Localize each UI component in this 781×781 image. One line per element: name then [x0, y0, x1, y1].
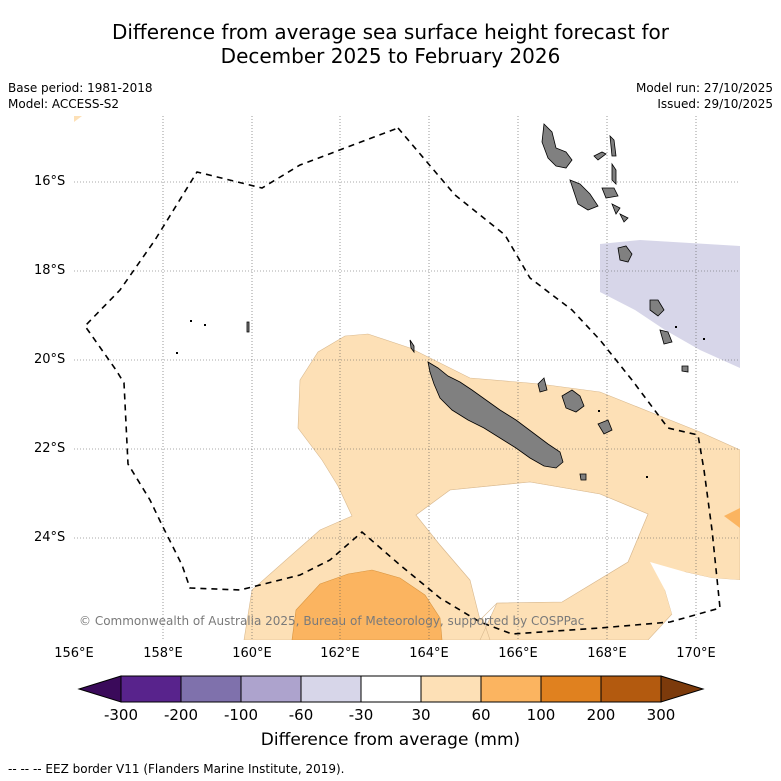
lon-label-170e: 170°E — [676, 646, 716, 661]
colorbar-label-neg300: -300 — [103, 706, 139, 724]
espiritu-santo — [541, 123, 573, 169]
meta-left: Base period: 1981-2018 Model: ACCESS-S2 — [8, 80, 153, 112]
colorbar — [77, 675, 705, 703]
colorbar-label-60: 60 — [471, 706, 491, 724]
lon-label-156e: 156°E — [54, 646, 94, 661]
efate — [617, 245, 633, 263]
base-period: Base period: 1981-2018 — [8, 81, 153, 95]
pentecost — [611, 162, 617, 185]
belep-islands — [409, 339, 415, 354]
title-line-2: December 2025 to February 2026 — [220, 44, 561, 68]
lon-label-166e: 166°E — [498, 646, 538, 661]
loyalty-mare — [597, 419, 613, 435]
colorbar-label-neg30: -30 — [348, 706, 374, 724]
eez-legend: -- -- -- EEZ border V11 (Flanders Marine… — [8, 762, 345, 776]
colorbar-label-100: 100 — [526, 706, 556, 724]
malekula — [569, 179, 599, 211]
lat-label-18s: 18°S — [34, 263, 66, 278]
contour-pos-60 — [291, 569, 443, 640]
contour-hole — [415, 481, 649, 621]
model-name: Model: ACCESS-S2 — [8, 97, 120, 111]
lat-label-22s: 22°S — [34, 441, 66, 456]
model-run: Model run: 27/10/2025 — [635, 81, 773, 95]
colorbar-label-200: 200 — [586, 706, 616, 724]
lon-label-164e: 164°E — [409, 646, 449, 661]
colorbar-extend-high — [660, 675, 705, 703]
colorbar-swatch — [600, 675, 662, 703]
contour-pos-60-east — [724, 508, 740, 528]
lat-label-24s: 24°S — [34, 530, 66, 545]
colorbar-label-300: 300 — [646, 706, 676, 724]
new-caledonia — [427, 361, 564, 469]
colorbar-swatch — [360, 675, 422, 703]
loyalty-lifou — [561, 389, 585, 413]
colorbar-label-neg200: -200 — [163, 706, 199, 724]
ambrym — [601, 187, 619, 199]
tanna — [659, 329, 673, 345]
colorbar-swatch — [420, 675, 482, 703]
lat-label-20s: 20°S — [34, 352, 66, 367]
small-islets — [176, 320, 705, 478]
isle-of-pines — [579, 473, 587, 481]
ambae — [593, 151, 607, 161]
lon-label-168e: 168°E — [587, 646, 627, 661]
colorbar-label-neg60: -60 — [288, 706, 314, 724]
contour-neg-30 — [600, 240, 740, 368]
lon-label-162e: 162°E — [320, 646, 360, 661]
lon-label-158e: 158°E — [143, 646, 183, 661]
loyalty-ouvea — [537, 377, 548, 393]
issued-date: Issued: 29/10/2025 — [657, 97, 773, 111]
colorbar-label-30: 30 — [411, 706, 431, 724]
erromango — [649, 299, 665, 317]
lon-label-160e: 160°E — [232, 646, 272, 661]
colorbar-extend-low — [77, 675, 122, 703]
colorbar-swatch — [300, 675, 362, 703]
colorbar-swatch — [180, 675, 242, 703]
colorbar-swatch — [480, 675, 542, 703]
meta-right: Model run: 27/10/2025 Issued: 29/10/2025 — [636, 80, 773, 112]
colorbar-swatch — [240, 675, 302, 703]
contour-corner — [74, 116, 82, 122]
colorbar-title: Difference from average (mm) — [260, 730, 521, 750]
colorbar-swatch — [120, 675, 182, 703]
maewo — [609, 134, 617, 157]
shepherd-islands — [619, 213, 629, 223]
map-area — [74, 116, 740, 640]
eez-border — [83, 127, 721, 635]
title-line-1: Difference from average sea surface heig… — [111, 20, 670, 44]
colorbar-swatch — [540, 675, 602, 703]
colorbar-label-neg100: -100 — [223, 706, 259, 724]
aneityum — [681, 365, 689, 373]
lat-label-16s: 16°S — [34, 174, 66, 189]
graticule — [74, 116, 740, 640]
chesterfield — [246, 321, 250, 333]
epi — [611, 203, 621, 215]
copyright-text: © Commonwealth of Australia 2025, Bureau… — [79, 614, 585, 628]
map-title: Difference from average sea surface heig… — [0, 20, 781, 68]
